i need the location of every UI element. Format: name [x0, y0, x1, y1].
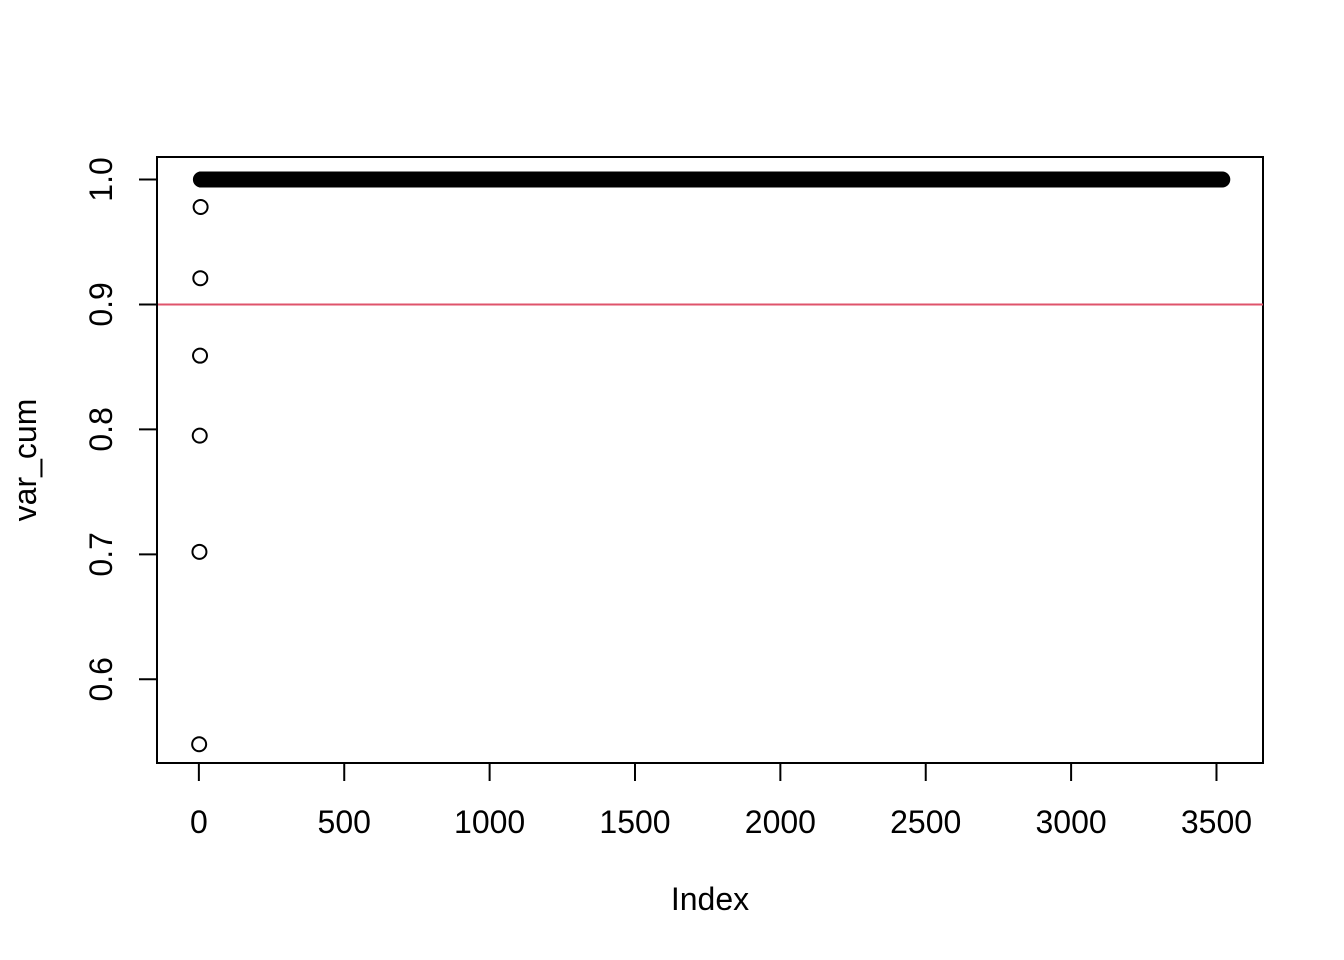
plot-frame — [156, 156, 1264, 764]
data-point — [192, 198, 209, 215]
x-axis: 0 500 1000 1500 2000 2500 3000 3500 — [190, 762, 1252, 840]
points-layer — [191, 171, 1231, 753]
x-tick-label: 2000 — [745, 804, 816, 840]
x-tick-label: 0 — [190, 804, 208, 840]
y-tick-label: 0.7 — [83, 532, 119, 576]
y-tick-label: 0.8 — [83, 407, 119, 451]
data-point — [191, 427, 208, 444]
y-axis-label: var_cum — [7, 399, 43, 522]
data-point — [192, 270, 209, 287]
x-axis-label: Index — [671, 881, 749, 917]
y-tick-label: 1.0 — [83, 157, 119, 201]
data-point — [191, 736, 208, 753]
y-axis: 0.6 0.7 0.8 0.9 1.0 — [83, 157, 158, 702]
x-tick-label: 2500 — [890, 804, 961, 840]
x-tick-label: 1000 — [454, 804, 525, 840]
y-tick-label: 0.9 — [83, 282, 119, 326]
data-point — [191, 543, 208, 560]
y-tick-label: 0.6 — [83, 657, 119, 701]
x-tick-label: 500 — [318, 804, 371, 840]
data-point — [192, 347, 209, 364]
x-tick-label: 3500 — [1181, 804, 1252, 840]
x-tick-label: 3000 — [1036, 804, 1107, 840]
x-tick-label: 1500 — [599, 804, 670, 840]
